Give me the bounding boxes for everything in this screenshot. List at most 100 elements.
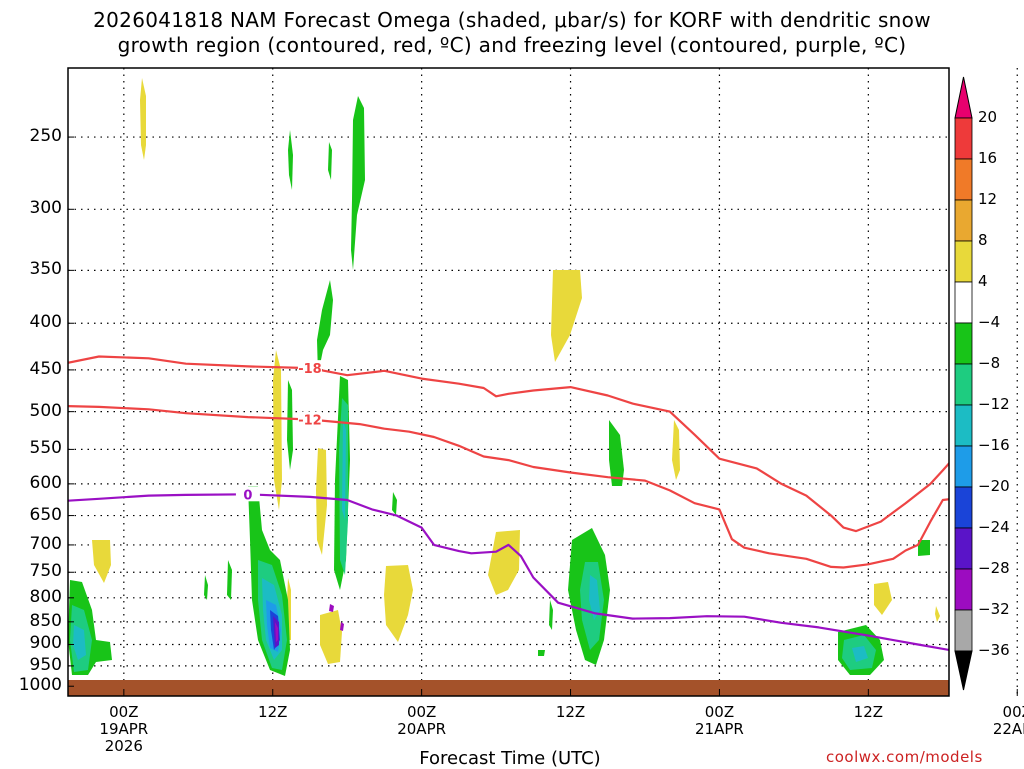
omega-blob [351, 96, 365, 270]
colorbar-swatch [954, 445, 973, 488]
omega-blob [384, 565, 413, 642]
contour-line [68, 493, 949, 652]
omega-blob [287, 578, 291, 640]
omega-blob [317, 280, 333, 375]
omega-blob [287, 380, 293, 470]
omega-blob [935, 606, 940, 622]
colorbar-label: 8 [978, 231, 988, 249]
x-tick-label: 00Z [109, 703, 139, 721]
contour-label-bg [235, 486, 260, 502]
omega-blob [316, 448, 327, 555]
colorbar-label: −16 [978, 436, 1010, 454]
colorbar-swatch [954, 322, 973, 365]
colorbar-label: −36 [978, 641, 1010, 659]
colorbar-label: −12 [978, 395, 1010, 413]
omega-blob [275, 622, 278, 642]
omega-blob [273, 350, 282, 510]
x-tick-label: 21APR [695, 720, 744, 738]
x-tick-label: 20APR [397, 720, 447, 738]
contour-label: -18 [298, 362, 322, 377]
x-tick-label: 00Z [406, 703, 437, 721]
y-tick-label: 800 [29, 586, 62, 607]
colorbar-swatch [954, 609, 973, 652]
y-tick-label: 300 [29, 198, 62, 219]
x-tick-label: 12Z [853, 703, 884, 721]
y-tick-label: 700 [29, 533, 62, 554]
colorbar-label: 16 [978, 149, 998, 167]
colorbar-top-triangle [954, 76, 973, 119]
colorbar-label: −28 [978, 559, 1010, 577]
omega-blob [328, 142, 332, 180]
y-tick-label: 400 [29, 312, 62, 333]
colorbar-label: 20 [978, 108, 998, 126]
colorbar-label: −24 [978, 518, 1010, 536]
contour-label-bg [297, 360, 322, 376]
omega-blob [488, 530, 520, 595]
omega-blob [589, 575, 600, 620]
omega-blob [320, 610, 342, 664]
x-tick-label: 00Z [1002, 703, 1024, 721]
y-tick-label: 650 [29, 504, 62, 525]
colorbar-label: −8 [978, 354, 1001, 372]
omega-blob [551, 270, 582, 362]
colorbar-label: −32 [978, 600, 1010, 618]
omega-blob [92, 540, 111, 583]
omega-blob [392, 492, 397, 515]
y-tick-label: 550 [29, 438, 62, 459]
x-tick-label: 2026 [104, 737, 143, 755]
omega-blob [538, 650, 545, 656]
colorbar-label: 4 [978, 272, 988, 290]
omega-blob [73, 625, 86, 660]
y-ticks [68, 136, 74, 687]
colorbar-swatch [954, 158, 973, 201]
credit-text: coolwx.com/models [826, 748, 983, 766]
colorbar-swatch [954, 363, 973, 406]
grid-lines [68, 68, 1018, 696]
y-tick-label: 350 [29, 259, 62, 280]
x-axis-title: Forecast Time (UTC) [419, 748, 601, 769]
temperature-contours [68, 355, 949, 652]
colorbar-swatch [954, 281, 973, 324]
y-tick-label: 500 [29, 400, 62, 421]
x-tick-label: 12Z [555, 703, 586, 721]
colorbar-label: −4 [978, 313, 1001, 331]
colorbar-swatch [954, 240, 973, 283]
x-tick-label: 12Z [258, 703, 288, 721]
contour-labels: -18 -12 0 [235, 360, 322, 503]
x-tick-label: 19APR [99, 720, 149, 738]
x-ticks [123, 689, 1018, 696]
y-tick-label: 250 [29, 126, 62, 147]
contour-label: 0 [243, 488, 252, 503]
chart-title-line2: growth region (contoured, red, ºC) and f… [117, 33, 907, 57]
chart-title-line1: 2026041818 NAM Forecast Omega (shaded, μ… [93, 8, 931, 32]
omega-blob [852, 646, 868, 662]
colorbar-label: 12 [978, 190, 998, 208]
colorbar-swatch [954, 568, 973, 611]
omega-blob [672, 420, 680, 480]
omega-blob [549, 600, 553, 630]
contour-label-bg [297, 411, 322, 427]
colorbar-swatch [954, 527, 973, 570]
contour-line [68, 405, 949, 569]
colorbar-label: −20 [978, 477, 1010, 495]
contour-label: -12 [298, 413, 322, 428]
y-tick-label: 1000 [18, 675, 62, 696]
contour-line [68, 355, 949, 533]
plot-frame [67, 67, 950, 697]
colorbar-swatch [954, 199, 973, 242]
omega-blob [288, 130, 293, 190]
omega-blob [918, 540, 930, 556]
omega-blob [140, 78, 146, 160]
x-tick-label: 22APR [992, 720, 1024, 738]
colorbar-swatch [954, 486, 973, 529]
colorbar-swatch [954, 117, 973, 160]
omega-colorbar [954, 76, 973, 691]
omega-blob [204, 575, 208, 600]
y-tick-label: 600 [29, 472, 62, 493]
terrain-ground [68, 680, 949, 696]
omega-blob [340, 622, 344, 631]
y-tick-label: 750 [29, 561, 62, 582]
y-tick-label: 450 [29, 358, 62, 379]
y-tick-label: 900 [29, 633, 62, 654]
